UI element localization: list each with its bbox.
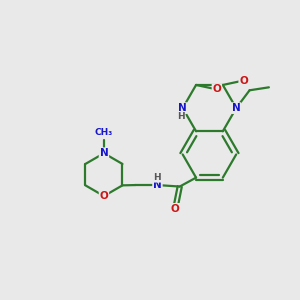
Text: N: N: [100, 148, 108, 158]
Text: N: N: [153, 180, 162, 190]
Text: O: O: [100, 191, 108, 201]
Text: O: O: [212, 84, 221, 94]
Text: O: O: [239, 76, 248, 85]
Text: N: N: [232, 103, 241, 113]
Text: O: O: [171, 204, 180, 214]
Text: N: N: [178, 103, 187, 113]
Text: CH₃: CH₃: [95, 128, 113, 137]
Text: H: H: [177, 112, 185, 121]
Text: H: H: [153, 173, 160, 182]
